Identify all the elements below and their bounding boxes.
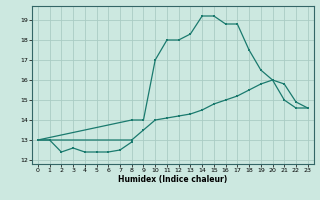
X-axis label: Humidex (Indice chaleur): Humidex (Indice chaleur) — [118, 175, 228, 184]
